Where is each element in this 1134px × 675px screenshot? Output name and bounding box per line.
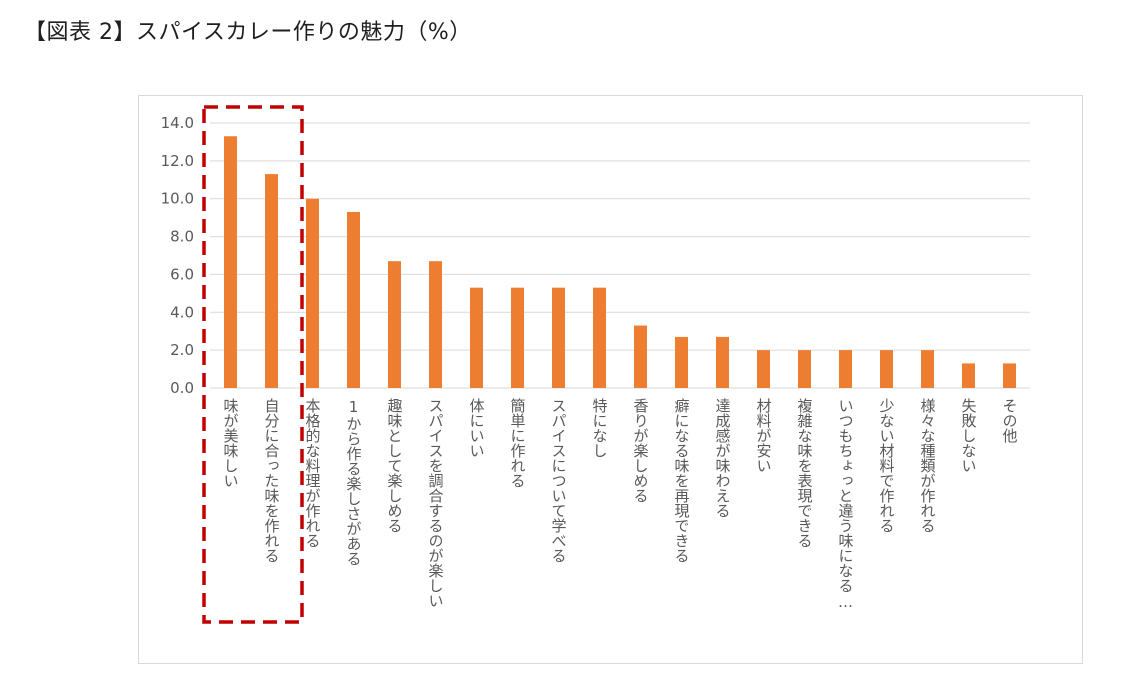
- bar: [511, 287, 524, 388]
- bar: [347, 211, 360, 388]
- bar: [388, 261, 401, 388]
- bar: [429, 261, 442, 388]
- x-tick-label: 様々な種類が作れる: [919, 398, 937, 533]
- bar: [224, 136, 237, 388]
- chart-frame: [138, 95, 1083, 664]
- y-tick-label: 8.0: [170, 228, 194, 246]
- bar: [634, 325, 647, 388]
- bar: [921, 350, 934, 388]
- page-title: 【図表 2】スパイスカレー作りの魅力（%）: [24, 20, 472, 45]
- x-tick-label: 特になし: [591, 398, 609, 458]
- x-tick-label: 少ない材料で作れる: [878, 398, 896, 533]
- y-tick-label: 4.0: [170, 303, 194, 321]
- bar: [798, 350, 811, 388]
- y-tick-label: 2.0: [170, 341, 194, 359]
- bar: [306, 198, 319, 388]
- x-tick-label: その他: [1001, 398, 1019, 444]
- bar: [675, 336, 688, 388]
- y-tick-label: 10.0: [161, 190, 194, 208]
- x-tick-label: 自分に合った味を作れる: [263, 398, 281, 563]
- x-tick-label: 体にいい: [468, 398, 486, 458]
- x-tick-label: 香りが楽しめる: [632, 398, 650, 503]
- x-tick-label: 癖になる味を再現できる: [673, 398, 691, 563]
- y-tick-label: 12.0: [161, 152, 194, 170]
- bar: [962, 363, 975, 388]
- x-tick-label: 本格的な料理が作れる: [304, 398, 322, 548]
- x-tick-label: 材料が安い: [755, 398, 773, 473]
- y-tick-label: 0.0: [170, 379, 194, 397]
- x-tick-label: 達成感が味わえる: [714, 398, 732, 518]
- x-tick-label: 失敗しない: [960, 398, 978, 473]
- bar: [265, 174, 278, 388]
- x-tick-label: 味が美味しい: [222, 398, 240, 488]
- bar: [839, 350, 852, 388]
- x-tick-label: いつもちょっと違う味になる…: [837, 398, 855, 611]
- bar: [716, 336, 729, 388]
- bar: [880, 350, 893, 388]
- x-tick-label: 複雑な味を表現できる: [796, 398, 814, 548]
- x-tick-label: スパイスについて学べる: [550, 398, 568, 563]
- bar: [552, 287, 565, 388]
- bar: [470, 287, 483, 388]
- highlight-dashed-box: [202, 105, 304, 624]
- x-tick-label: スパイスを調合するのが楽しい: [427, 398, 445, 608]
- y-tick-label: 14.0: [161, 114, 194, 132]
- x-tick-label: 1から作る楽しさがある: [345, 398, 363, 566]
- bar: [593, 287, 606, 388]
- bar: [757, 350, 770, 388]
- bar: [1003, 363, 1016, 388]
- x-tick-label: 簡単に作れる: [509, 397, 527, 488]
- x-tick-label: 趣味として楽しめる: [386, 398, 404, 533]
- y-tick-label: 6.0: [170, 265, 194, 283]
